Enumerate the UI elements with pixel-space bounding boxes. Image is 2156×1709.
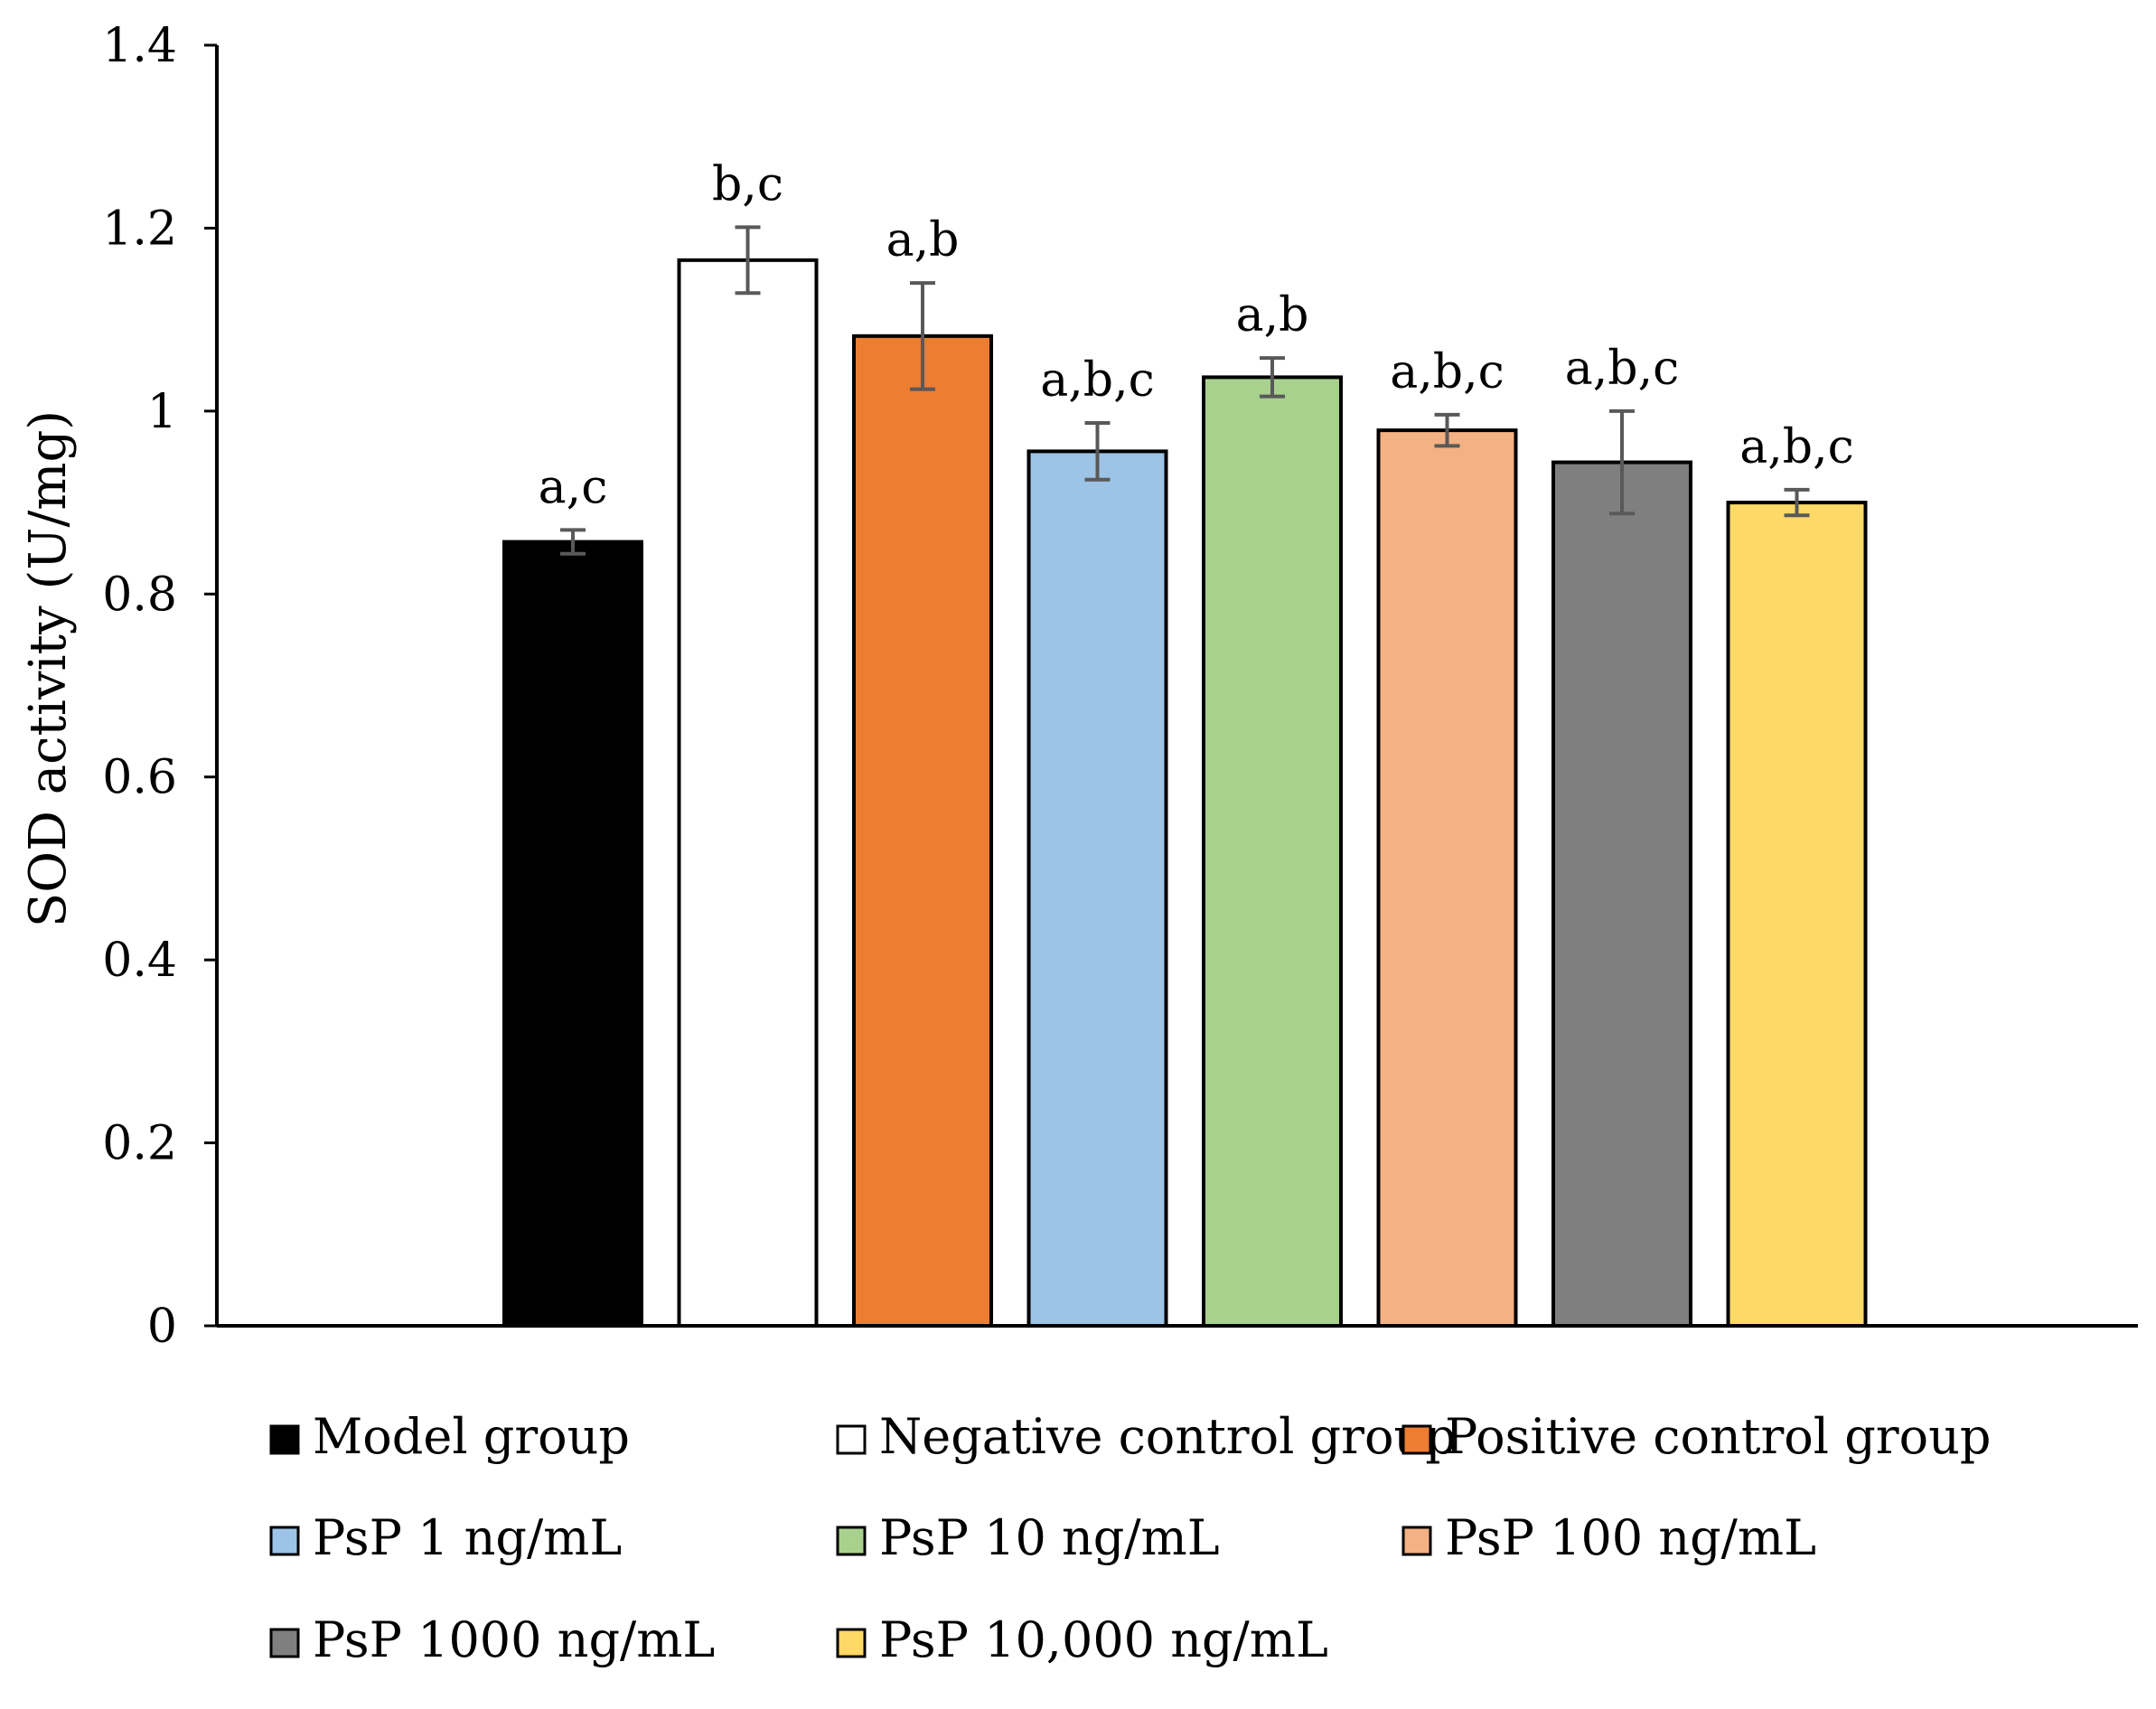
y-tick-label: 0.8 (102, 568, 177, 622)
data-label-1: a,c (539, 460, 608, 514)
legend-swatch-8 (836, 1628, 867, 1658)
legend-label-6: PsP 100 ng/mL (1445, 1509, 1816, 1566)
data-labels: a,c b,c a,b a,b,c a,b a,b,c a,b,c a,b,c (539, 157, 1854, 514)
legend-label-1: Model group (313, 1408, 630, 1465)
bar-8 (1726, 501, 1868, 1328)
y-tick-label: 0.6 (102, 751, 177, 805)
y-tick-label: 0 (147, 1300, 177, 1354)
error-bars (560, 225, 1810, 556)
y-tick-label: 1.4 (102, 19, 177, 73)
legend-label-8: PsP 10,000 ng/mL (879, 1611, 1328, 1668)
data-label-5: a,b (1236, 288, 1309, 343)
y-axis-title: SOD activity (U/mg) (19, 410, 78, 927)
bars (502, 258, 1868, 1329)
legend-swatch-6 (1401, 1526, 1432, 1556)
legend-label-5: PsP 10 ng/mL (879, 1509, 1220, 1566)
legend-label-7: PsP 1000 ng/mL (313, 1611, 715, 1668)
data-label-8: a,b,c (1739, 420, 1853, 474)
data-label-3: a,b (886, 213, 960, 268)
bar-5 (1202, 375, 1343, 1329)
bar-4 (1026, 449, 1168, 1328)
y-tick-label: 0.4 (102, 934, 177, 988)
bar-3 (852, 333, 993, 1328)
legend-swatch-5 (836, 1526, 867, 1556)
legend-swatch-3 (1401, 1424, 1432, 1455)
bar-7 (1551, 460, 1692, 1328)
data-label-6: a,b,c (1390, 345, 1504, 399)
legend: Model group Negative control groupPositiv… (269, 1408, 1991, 1668)
data-label-7: a,b,c (1565, 342, 1679, 396)
legend-swatch-7 (269, 1628, 300, 1658)
bar-6 (1376, 428, 1518, 1329)
legend-label-4: PsP 1 ng/mL (313, 1509, 622, 1566)
y-tick-label: 0.2 (102, 1117, 177, 1171)
y-tick-label: 1.2 (102, 202, 177, 256)
bar-1 (502, 540, 643, 1328)
data-label-2: b,c (712, 157, 783, 211)
bar-2 (677, 258, 819, 1329)
legend-label-2: Negative control group (879, 1408, 1457, 1465)
legend-swatch-4 (269, 1526, 300, 1556)
legend-swatch-1 (269, 1424, 300, 1455)
data-label-4: a,b,c (1040, 353, 1154, 408)
y-tick-label: 1 (147, 385, 177, 439)
legend-swatch-2 (836, 1424, 867, 1455)
y-axis: 0 0.2 0.4 0.6 0.8 1 1.2 1.4 (102, 19, 217, 1354)
legend-label-3: Positive control group (1445, 1408, 1991, 1465)
